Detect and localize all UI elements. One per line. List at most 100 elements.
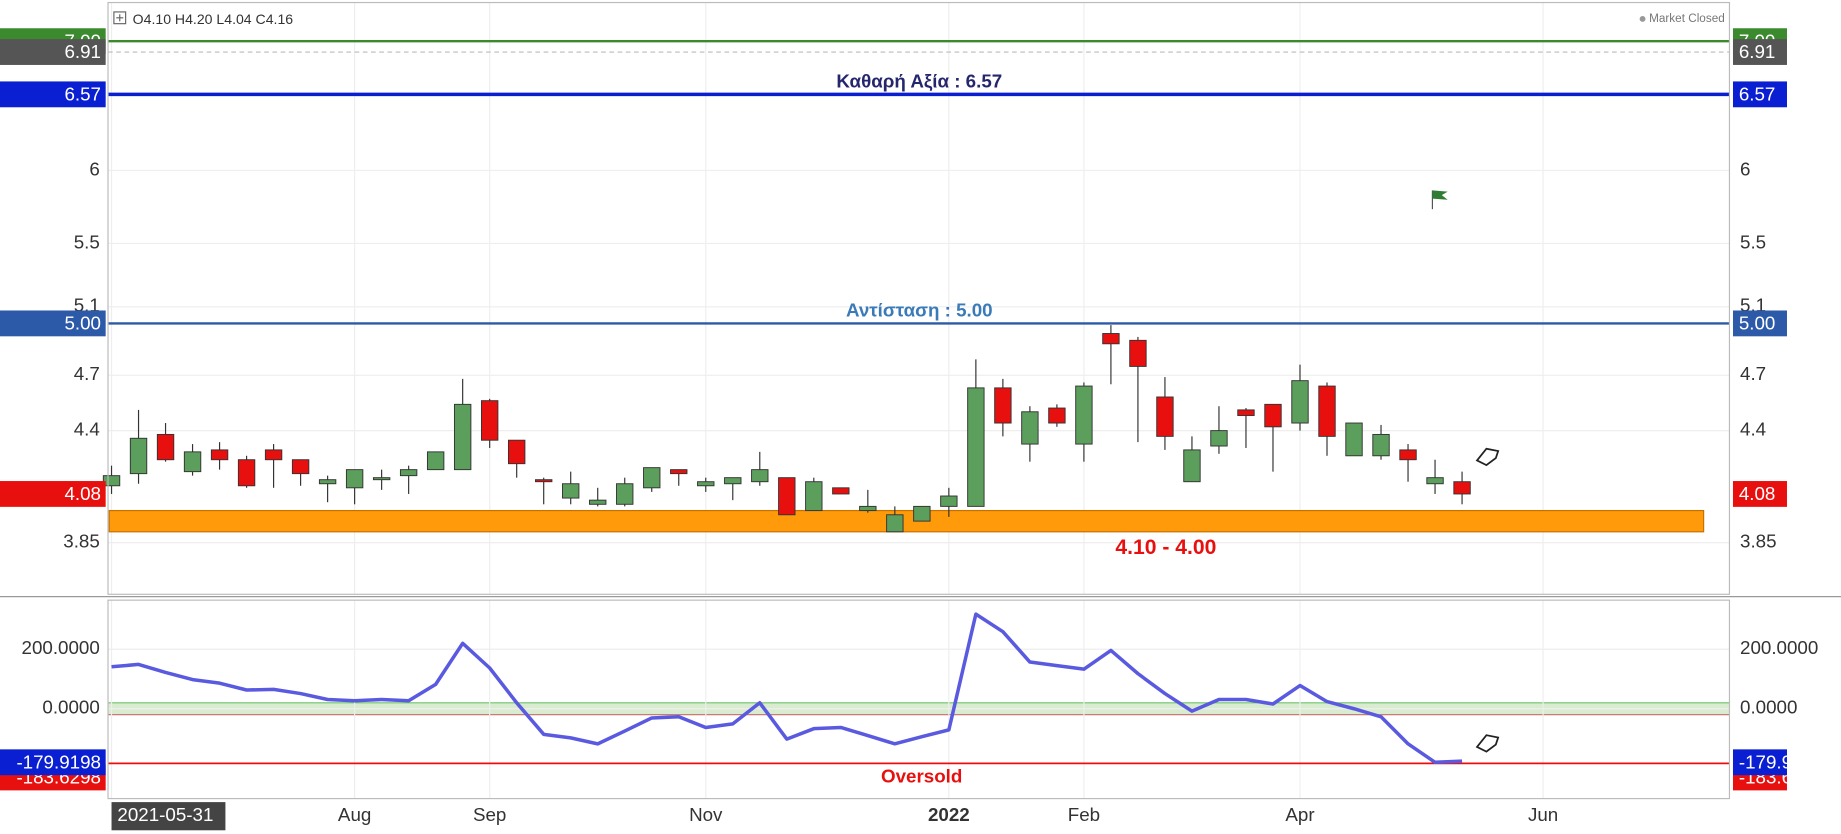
flag-icon[interactable] (1432, 190, 1448, 200)
candle-body (1291, 380, 1309, 424)
candle-body (1102, 333, 1120, 345)
x-tick-label: Feb (1068, 804, 1100, 825)
candle-body (183, 451, 202, 473)
candle-body (805, 481, 823, 512)
y-tick-label: 200.0000 (1740, 637, 1818, 658)
y-tick-label: 4.4 (74, 419, 100, 440)
candle-body (643, 467, 661, 489)
y-tick-label: 5.5 (1740, 231, 1766, 252)
candle-body (1345, 422, 1363, 457)
candle-body (1048, 407, 1066, 424)
candle-body (886, 514, 904, 533)
price-badge-bg (0, 481, 106, 507)
level-badge-bg (0, 81, 106, 108)
candle-body (156, 433, 175, 461)
candle-body (372, 477, 391, 481)
level-annotation: Αντίσταση : 5.00 (846, 300, 993, 321)
level-badge-bg (1732, 39, 1787, 65)
y-tick-label: 5.5 (74, 231, 100, 252)
hand-icon[interactable] (1475, 734, 1500, 753)
candle-body (399, 469, 418, 477)
candle-body (1318, 385, 1336, 437)
price-badge: 4.08 (64, 483, 101, 504)
candle-body (1372, 433, 1390, 457)
candle-body (832, 487, 850, 495)
candle-body (967, 387, 985, 507)
candle-body (1237, 409, 1255, 416)
level-badge-bg (1732, 81, 1787, 108)
y-tick-label: 3.85 (63, 531, 100, 552)
level-badge: 6.57 (1739, 83, 1776, 104)
candle-body (697, 481, 715, 487)
x-tick-label: 2022 (928, 804, 970, 825)
support-zone (108, 509, 1705, 533)
candle-body (1183, 449, 1201, 483)
overlay-layer: 4.10 - 4.007.007.006.916.916.576.57Καθαρ… (0, 28, 1824, 831)
cci-badge: -179.9198 (1739, 751, 1824, 772)
y-tick-label: 4.7 (74, 363, 100, 384)
level-badge: 5.00 (64, 313, 101, 334)
x-tick-label: Jun (1528, 804, 1558, 825)
candle-body (940, 495, 958, 507)
y-tick-label: 6 (1740, 158, 1750, 179)
level-badge-bg (0, 39, 106, 65)
candle-body (507, 439, 526, 465)
candle-body (535, 479, 553, 483)
candle-body (1129, 339, 1147, 367)
candle-body (913, 505, 931, 522)
candle-body (264, 449, 283, 461)
level-badge-bg (0, 310, 106, 337)
level-annotation: Καθαρή Αξία : 6.57 (836, 71, 1002, 93)
x-tick-label: Apr (1285, 804, 1314, 825)
candle-body (345, 469, 364, 489)
oversold-label: Oversold (881, 765, 962, 786)
cci-badge: -179.9198 (16, 751, 101, 772)
expand-icon[interactable] (113, 11, 127, 25)
y-tick-label: 3.85 (1740, 531, 1777, 552)
price-badge: 4.08 (1739, 483, 1776, 504)
grid-layer: 3.85 3.854.4 4.44.7 4.75.1 5.15.5 5.56 6200.00… (22, 2, 1818, 799)
x-tick-label: Sep (473, 804, 506, 825)
y-tick-label: 0.0000 (42, 697, 99, 718)
hand-icon[interactable] (1475, 447, 1500, 467)
zone-label: 4.10 - 4.00 (1115, 536, 1216, 559)
candle-body (751, 469, 769, 483)
candle-body (318, 479, 337, 485)
x-tick-label: 2021-05-31 (117, 804, 213, 825)
candle-body (237, 459, 256, 487)
lower-panel-frame (107, 599, 1731, 800)
candle-body (589, 499, 607, 505)
upper-panel-frame (107, 1, 1731, 595)
candle-body (562, 483, 580, 499)
candle-body (426, 451, 445, 471)
candle-body (1156, 396, 1174, 437)
candle-body (1210, 430, 1228, 447)
cci-line (111, 612, 1463, 765)
marks-layer (102, 40, 1730, 765)
cci-badge-bg (0, 749, 106, 776)
y-tick-label: 4.7 (1740, 363, 1766, 384)
candle-body (778, 477, 796, 516)
candle-body (724, 477, 742, 485)
candle-body (210, 449, 229, 461)
y-tick-label: 0.0000 (1740, 697, 1797, 718)
candle-body (1264, 403, 1282, 428)
candle-body (670, 469, 688, 475)
level-badge: 6.91 (64, 41, 101, 62)
level-badge: 5.00 (1739, 313, 1776, 334)
candle-body (102, 475, 121, 487)
x-tick-label: Nov (689, 804, 723, 825)
cci-badge-bg (1732, 749, 1787, 776)
candle-body (1426, 477, 1444, 485)
candle-body (291, 459, 310, 475)
candle-body (480, 400, 499, 441)
level-badge-bg (1732, 310, 1787, 337)
y-tick-label: 6 (89, 158, 99, 179)
candle-body (129, 437, 148, 475)
ohlc-header: O4.10 H4.20 L4.04 C4.16 (133, 11, 294, 27)
candle-body (616, 483, 634, 505)
y-tick-label: 4.4 (1740, 419, 1766, 440)
candle-body (453, 403, 472, 471)
candle-body (1399, 449, 1417, 461)
